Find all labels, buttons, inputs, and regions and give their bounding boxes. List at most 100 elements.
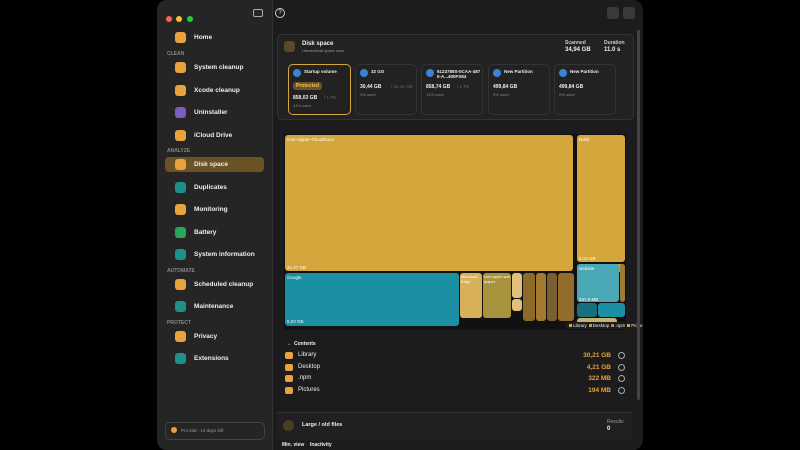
nav-item[interactable]: Uninstaller bbox=[165, 105, 264, 120]
row-action[interactable] bbox=[618, 375, 625, 383]
large-files-card[interactable]: Large / old files Results 0 bbox=[277, 412, 632, 439]
nav-icon bbox=[175, 62, 186, 74]
row-action[interactable] bbox=[618, 363, 625, 371]
row-name: Pictures bbox=[298, 387, 320, 394]
volume-icon bbox=[426, 69, 434, 77]
nav-label: System cleanup bbox=[194, 64, 244, 72]
volume-name: New Partition bbox=[570, 69, 599, 74]
nav-icon bbox=[175, 226, 186, 238]
volume-card[interactable]: New Partition 499,84 GB 0% used bbox=[488, 64, 550, 115]
tile-label: Build bbox=[579, 137, 590, 142]
nav-icon bbox=[175, 159, 186, 171]
nav-item[interactable]: Xcode cleanup bbox=[165, 83, 264, 98]
legend-item: .npm bbox=[609, 323, 625, 328]
nav-label: Duplicates bbox=[194, 183, 227, 191]
volume-usage: 14% used bbox=[293, 103, 311, 108]
nav-item[interactable]: Scheduled cleanup bbox=[165, 277, 264, 292]
section-header: CLEAN bbox=[167, 51, 185, 58]
nav-item[interactable]: Home bbox=[165, 30, 264, 45]
nav-item[interactable]: System cleanup bbox=[165, 60, 264, 75]
scrollbar[interactable] bbox=[637, 30, 640, 400]
tile bbox=[577, 264, 619, 302]
tile bbox=[512, 299, 522, 311]
volume-card[interactable]: New Partition 499,84 GB 0% used bbox=[554, 64, 616, 115]
nav-item[interactable]: Monitoring bbox=[165, 202, 264, 217]
row-action[interactable] bbox=[618, 352, 625, 359]
volume-card[interactable]: 32 GO 30,44 GB / 31,44 GB 3% used bbox=[355, 64, 417, 115]
volume-size: 858,03 GB bbox=[293, 95, 318, 101]
row-name: Library bbox=[298, 352, 317, 358]
volume-usage: 14% used bbox=[426, 92, 444, 97]
nav-icon bbox=[175, 301, 186, 313]
nav-icon bbox=[175, 204, 186, 216]
section-header: PROTECT bbox=[167, 320, 191, 326]
nav-item[interactable]: Extensions bbox=[165, 351, 264, 366]
tab[interactable]: Inactivity bbox=[310, 442, 332, 448]
nav-label: Scheduled cleanup bbox=[194, 280, 254, 288]
content-row[interactable]: Library 30,21 GB bbox=[284, 351, 629, 361]
large-files-title: Large / old files bbox=[302, 422, 343, 428]
content-row[interactable]: Pictures 194 MB bbox=[284, 386, 629, 396]
sidebar-toggle[interactable] bbox=[253, 9, 263, 17]
legend-item: Desktop bbox=[587, 323, 609, 328]
duration-label: Duration bbox=[604, 40, 625, 46]
title: Disk space bbox=[302, 41, 334, 47]
nav-item[interactable]: Disk space bbox=[165, 157, 264, 173]
tile bbox=[620, 264, 625, 302]
nav-item[interactable]: iCloud Drive bbox=[165, 128, 264, 143]
row-name: Desktop bbox=[298, 363, 321, 370]
contents-title: Contents bbox=[294, 341, 316, 347]
content-row[interactable]: .npm 322 MB bbox=[284, 374, 629, 384]
volume-usage: 0% used bbox=[559, 92, 575, 97]
tab[interactable]: Min. view bbox=[282, 442, 305, 448]
volume-size: 30,44 GB bbox=[360, 84, 382, 90]
trial-box[interactable]: Pro trial - 14 days left bbox=[165, 422, 265, 440]
volume-icon bbox=[293, 69, 301, 77]
badge: Protected bbox=[293, 82, 323, 90]
row-size: 322 MB bbox=[588, 375, 611, 383]
tile-label: 347,0 MB bbox=[579, 297, 599, 302]
sidebar: Pro trial - 14 days left Home CLEAN System… bbox=[157, 0, 273, 450]
volume-name: New Partition bbox=[504, 69, 533, 74]
nav-item[interactable]: Privacy bbox=[165, 329, 264, 344]
nav-icon bbox=[175, 32, 186, 43]
tile-label: com.apple.wallpaper bbox=[484, 274, 510, 284]
row-action[interactable] bbox=[618, 387, 625, 395]
db-button[interactable] bbox=[607, 7, 619, 19]
nav-item[interactable]: System information bbox=[165, 247, 264, 262]
nav-icon bbox=[175, 181, 186, 193]
nav-item[interactable]: Duplicates bbox=[165, 180, 264, 195]
content-row[interactable]: Desktop 4,21 GB bbox=[284, 363, 629, 373]
volume-size: 858,74 GB bbox=[426, 84, 451, 90]
tile-label: Microsoft Edge bbox=[461, 274, 478, 284]
results-label: Results bbox=[607, 419, 624, 425]
volume-icon bbox=[493, 69, 501, 77]
tile bbox=[483, 273, 511, 318]
folder-icon bbox=[285, 387, 293, 395]
duration: 11.0 s bbox=[604, 47, 621, 53]
volume-card[interactable]: Startup volume Protected 858,03 GB / 1 TB 14… bbox=[288, 64, 351, 115]
scanned-label: Scanned bbox=[565, 40, 586, 46]
search-button[interactable] bbox=[623, 7, 635, 19]
legend-item: Library bbox=[567, 323, 587, 328]
folder-icon bbox=[285, 363, 293, 371]
volume-total: / 31,44 GB bbox=[391, 84, 413, 89]
volume-card[interactable]: 5123789S-0CAA-4870-A...400FS84 858,74 GB /… bbox=[421, 64, 483, 115]
tile bbox=[536, 273, 546, 321]
nav-label: Monitoring bbox=[194, 206, 228, 214]
row-name: .npm bbox=[298, 375, 312, 382]
nav-item[interactable]: Battery bbox=[165, 225, 264, 240]
nav-label: Disk space bbox=[194, 161, 228, 169]
nav-item[interactable]: Maintenance bbox=[165, 299, 264, 314]
volume-icon bbox=[559, 69, 567, 77]
nav-icon bbox=[175, 107, 186, 119]
legend-label: .npm bbox=[615, 323, 626, 328]
nav-icon bbox=[175, 331, 186, 342]
nav-label: Extensions bbox=[194, 355, 229, 363]
help-button[interactable]: ? bbox=[275, 8, 285, 18]
row-size: 194 MB bbox=[588, 387, 611, 395]
section-header: AUTOMATE bbox=[167, 267, 195, 274]
tile bbox=[577, 135, 625, 262]
tile-label: 5,03 GB bbox=[287, 319, 304, 324]
